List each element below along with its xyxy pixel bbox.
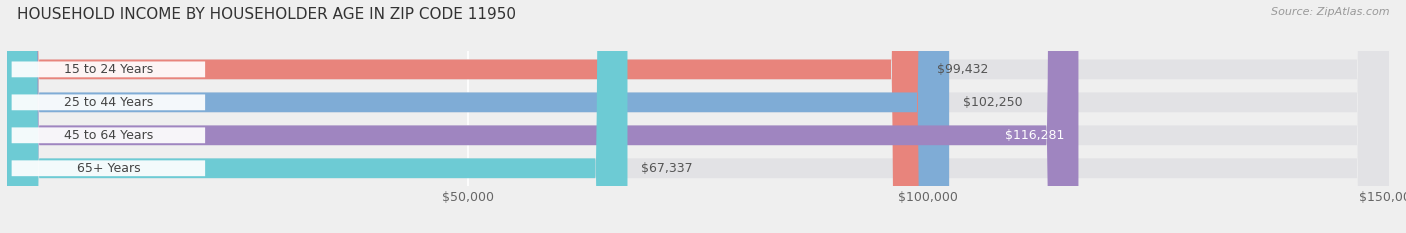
Text: 15 to 24 Years: 15 to 24 Years <box>63 63 153 76</box>
Text: 25 to 44 Years: 25 to 44 Years <box>63 96 153 109</box>
FancyBboxPatch shape <box>7 0 1389 233</box>
FancyBboxPatch shape <box>11 62 205 77</box>
Text: Source: ZipAtlas.com: Source: ZipAtlas.com <box>1271 7 1389 17</box>
Text: $99,432: $99,432 <box>936 63 988 76</box>
FancyBboxPatch shape <box>11 160 205 176</box>
FancyBboxPatch shape <box>7 0 627 233</box>
FancyBboxPatch shape <box>7 0 1389 233</box>
FancyBboxPatch shape <box>11 127 205 143</box>
FancyBboxPatch shape <box>11 94 205 110</box>
FancyBboxPatch shape <box>7 0 924 233</box>
FancyBboxPatch shape <box>7 0 1389 233</box>
FancyBboxPatch shape <box>7 0 1389 233</box>
FancyBboxPatch shape <box>7 0 1078 233</box>
Text: $116,281: $116,281 <box>1005 129 1064 142</box>
Text: $102,250: $102,250 <box>963 96 1022 109</box>
Text: $67,337: $67,337 <box>641 162 693 175</box>
Text: 65+ Years: 65+ Years <box>76 162 141 175</box>
Text: HOUSEHOLD INCOME BY HOUSEHOLDER AGE IN ZIP CODE 11950: HOUSEHOLD INCOME BY HOUSEHOLDER AGE IN Z… <box>17 7 516 22</box>
Text: 45 to 64 Years: 45 to 64 Years <box>63 129 153 142</box>
FancyBboxPatch shape <box>7 0 949 233</box>
